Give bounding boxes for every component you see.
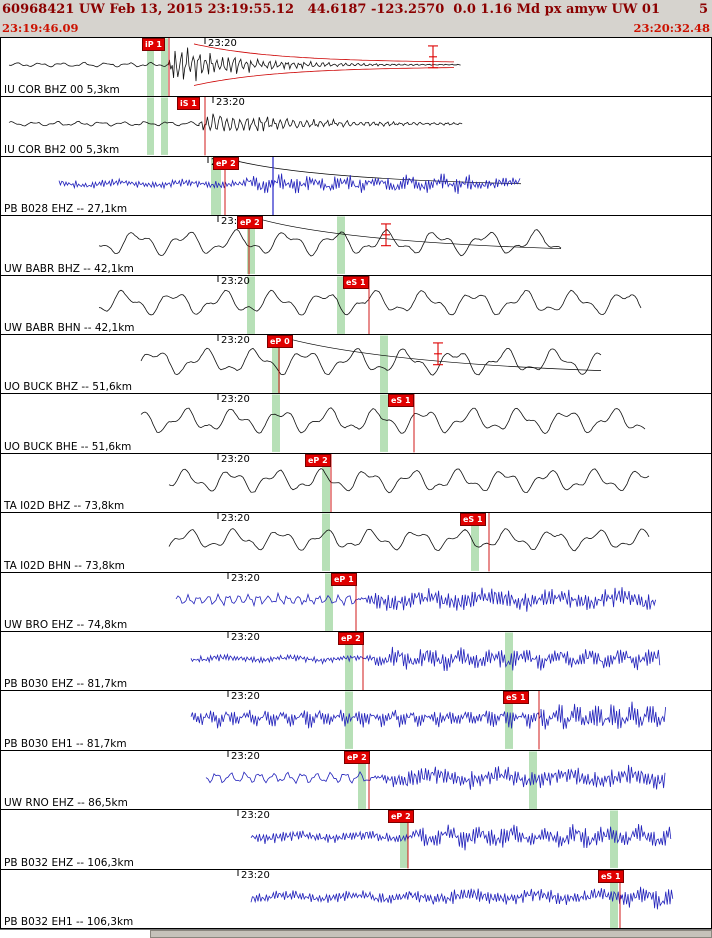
trace-panel[interactable]: 23:20 eS 1 PB B032 EH1 -- 106,3km [1, 869, 711, 930]
waveform [98, 275, 642, 335]
phase-pick-flag[interactable]: eP 2 [344, 750, 370, 764]
waveform [8, 38, 461, 97]
trace-panel[interactable]: 23:20 eS 1 PB B030 EH1 -- 81,7km [1, 691, 711, 751]
trace-panel[interactable]: 23:20 eP 0 UO BUCK BHZ -- 51,6km [1, 335, 711, 395]
scrollbar-thumb[interactable] [150, 930, 712, 938]
phase-pick-flag[interactable]: eS 1 [503, 691, 529, 705]
waveform [168, 513, 650, 572]
phase-pick-flag[interactable]: eP 2 [305, 453, 331, 467]
trace-panel[interactable]: 23:20 eP 2 UW BABR BHZ -- 42,1km [1, 216, 711, 276]
trace-panel[interactable]: 23:20 eS 1 UO BUCK BHE -- 51,6km [1, 394, 711, 454]
station-label: UW BABR BHN -- 42,1km [4, 322, 135, 335]
time-tick-label: 23:20 [231, 572, 260, 584]
trace-panel[interactable]: 23:20 iP 1 IU COR BHZ 00 5,3km [1, 38, 711, 98]
trace-panel[interactable]: 23:20 eP 2 UW RNO EHZ -- 86,5km [1, 750, 711, 811]
phase-pick-flag[interactable]: iS 1 [177, 97, 200, 111]
event-summary: 60968421 UW Feb 13, 2015 23:19:55.12 44.… [2, 2, 660, 17]
station-label: IU COR BH2 00 5,3km [4, 143, 120, 156]
station-label: PB B032 EHZ -- 106,3km [4, 856, 134, 869]
time-tick-label: 23:20 [241, 810, 270, 822]
time-tick-label: 23:20 [208, 38, 237, 49]
time-tick-label: 23:20 [221, 513, 250, 525]
phase-pick-flag[interactable]: eS 1 [460, 513, 486, 527]
phase-pick-flag[interactable]: eP 0 [267, 335, 293, 349]
trace-panel[interactable]: 23:20 eP 2 PB B030 EHZ -- 81,7km [1, 632, 711, 692]
waveform [140, 394, 646, 453]
trace-panel[interactable]: 23:20 eS 1 TA I02D BHN -- 73,8km [1, 513, 711, 573]
trace-panel[interactable]: 23:20 eS 1 UW BABR BHN -- 42,1km [1, 275, 711, 336]
station-label: UO BUCK BHZ -- 51,6km [4, 381, 132, 394]
time-tick-label: 23:20 [221, 453, 250, 465]
window-end-time: 23:20:32.48 [633, 21, 710, 35]
phase-pick-flag[interactable]: eP 1 [331, 572, 357, 586]
station-label: UW BABR BHZ -- 42,1km [4, 262, 134, 275]
station-label: PB B028 EHZ -- 27,1km [4, 203, 128, 216]
station-label: UW RNO EHZ -- 86,5km [4, 797, 128, 810]
station-label: PB B032 EH1 -- 106,3km [4, 916, 134, 929]
station-label: PB B030 EH1 -- 81,7km [4, 737, 127, 750]
time-tick-label: 23:20 [231, 632, 260, 644]
event-count: 5 [698, 2, 708, 17]
time-tick-label: 23:20 [221, 216, 250, 228]
trace-stack: 23:20 iP 1 IU COR BHZ 00 5,3km 23:20 iS … [0, 37, 712, 930]
phase-pick-flag[interactable]: eP 2 [338, 632, 364, 646]
trace-panel[interactable]: 23:20 eP 2 PB B032 EHZ -- 106,3km [1, 810, 711, 870]
time-tick-label: 23:20 [221, 275, 250, 287]
station-label: IU COR BHZ 00 5,3km [4, 84, 120, 97]
station-label: UO BUCK BHE -- 51,6km [4, 440, 132, 453]
phase-pick-flag[interactable]: eP 2 [237, 216, 263, 230]
waveform [190, 691, 666, 750]
phase-pick-flag[interactable]: eS 1 [598, 869, 624, 883]
station-label: TA I02D BHZ -- 73,8km [4, 500, 125, 513]
trace-panel[interactable]: 23:20 eP 1 UW BRO EHZ -- 74,8km [1, 572, 711, 633]
station-label: TA I02D BHN -- 73,8km [4, 559, 125, 572]
time-tick-label: 23:20 [216, 97, 245, 109]
time-tick-label: 23:20 [221, 335, 250, 347]
phase-pick-flag[interactable]: eP 2 [388, 810, 414, 824]
time-tick-label: 23:20 [221, 394, 250, 406]
waveform [8, 97, 463, 156]
phase-pick-flag[interactable]: eS 1 [388, 394, 414, 408]
time-tick-label: 23:20 [241, 869, 270, 881]
waveform [168, 453, 650, 513]
trace-panel[interactable]: 23:20 eP 2 PB B028 EHZ -- 27,1km [1, 156, 711, 217]
horizontal-scrollbar[interactable] [0, 929, 712, 938]
time-tick-label: 23:20 [231, 750, 260, 762]
time-window-bar: 23:19:46.09 23:20:32.48 [0, 19, 712, 37]
station-label: UW BRO EHZ -- 74,8km [4, 619, 128, 632]
waveform [58, 156, 522, 216]
phase-pick-flag[interactable]: iP 1 [142, 38, 165, 51]
event-header: 60968421 UW Feb 13, 2015 23:19:55.12 44.… [0, 0, 712, 19]
time-tick-label: 23:20 [231, 691, 260, 703]
window-start-time: 23:19:46.09 [2, 21, 79, 35]
phase-pick-flag[interactable]: eS 1 [343, 275, 369, 289]
waveform [140, 335, 602, 394]
station-label: PB B030 EHZ -- 81,7km [4, 678, 128, 691]
trace-panel[interactable]: 23:20 eP 2 TA I02D BHZ -- 73,8km [1, 453, 711, 514]
trace-panel[interactable]: 23:20 iS 1 IU COR BH2 00 5,3km [1, 97, 711, 157]
phase-pick-flag[interactable]: eP 2 [213, 156, 239, 170]
